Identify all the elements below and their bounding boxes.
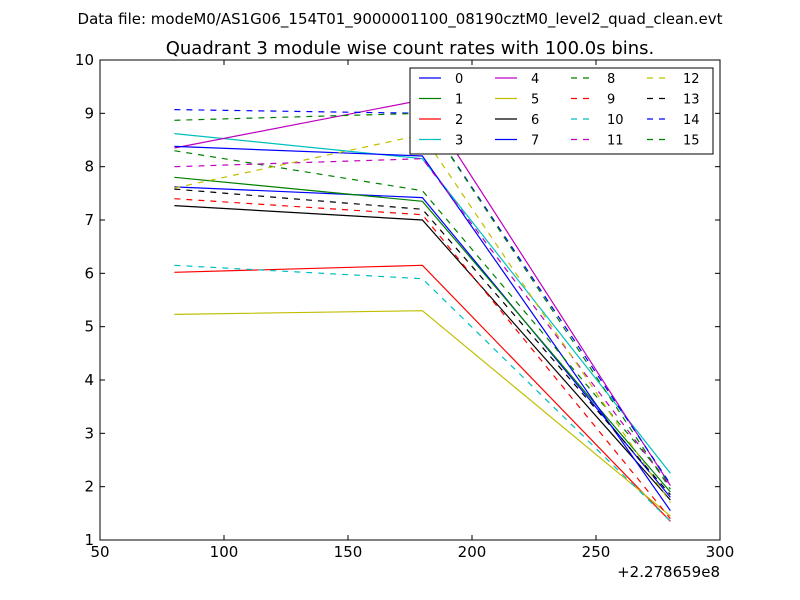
series-line-7 bbox=[174, 145, 671, 512]
series-line-8 bbox=[174, 150, 671, 485]
legend-label-15: 15 bbox=[683, 134, 700, 149]
x-tick-label-250: 250 bbox=[582, 543, 611, 561]
legend-label-11: 11 bbox=[607, 134, 624, 149]
plot-area-frame bbox=[99, 59, 721, 541]
series-line-1 bbox=[174, 176, 671, 493]
legend-label-6: 6 bbox=[531, 113, 539, 128]
y-tick-label-8: 8 bbox=[84, 158, 94, 176]
legend-label-4: 4 bbox=[531, 72, 539, 87]
legend-label-2: 2 bbox=[455, 113, 463, 128]
legend-label-14: 14 bbox=[683, 113, 700, 128]
y-tick-label-6: 6 bbox=[84, 264, 94, 282]
chart-suptitle: Data file: modeM0/AS1G06_154T01_90000011… bbox=[78, 10, 723, 29]
y-tick-label-2: 2 bbox=[84, 478, 94, 496]
x-tick-label-200: 200 bbox=[458, 543, 487, 561]
legend-label-0: 0 bbox=[455, 72, 463, 87]
y-tick-label-10: 10 bbox=[75, 51, 94, 69]
y-tick-label-4: 4 bbox=[84, 371, 94, 389]
y-tick-label-1: 1 bbox=[84, 531, 94, 549]
legend-label-3: 3 bbox=[455, 134, 463, 149]
series-line-14 bbox=[174, 109, 671, 485]
x-tick-label-50: 50 bbox=[90, 543, 109, 561]
legend-label-8: 8 bbox=[607, 72, 615, 87]
y-tick-label-9: 9 bbox=[84, 104, 94, 122]
chart-title: Quadrant 3 module wise count rates with … bbox=[166, 38, 655, 59]
x-tick-label-300: 300 bbox=[706, 543, 735, 561]
y-tick-label-5: 5 bbox=[84, 318, 94, 336]
series-line-6 bbox=[174, 205, 671, 501]
legend-label-13: 13 bbox=[683, 93, 700, 108]
legend-label-5: 5 bbox=[531, 93, 539, 108]
x-tick-label-150: 150 bbox=[334, 543, 363, 561]
series-line-2 bbox=[174, 264, 671, 522]
legend-label-12: 12 bbox=[683, 72, 700, 87]
y-tick-label-7: 7 bbox=[84, 211, 94, 229]
series-line-3 bbox=[174, 133, 671, 474]
legend-label-7: 7 bbox=[531, 134, 539, 149]
legend-label-9: 9 bbox=[607, 93, 615, 108]
y-tick-label-3: 3 bbox=[84, 424, 94, 442]
series-line-5 bbox=[174, 310, 671, 517]
series-line-0 bbox=[174, 186, 671, 498]
x-tick-label-100: 100 bbox=[210, 543, 239, 561]
x-offset-label: +2.278659e8 bbox=[617, 563, 720, 581]
legend-label-10: 10 bbox=[607, 113, 624, 128]
legend-label-1: 1 bbox=[455, 93, 463, 108]
